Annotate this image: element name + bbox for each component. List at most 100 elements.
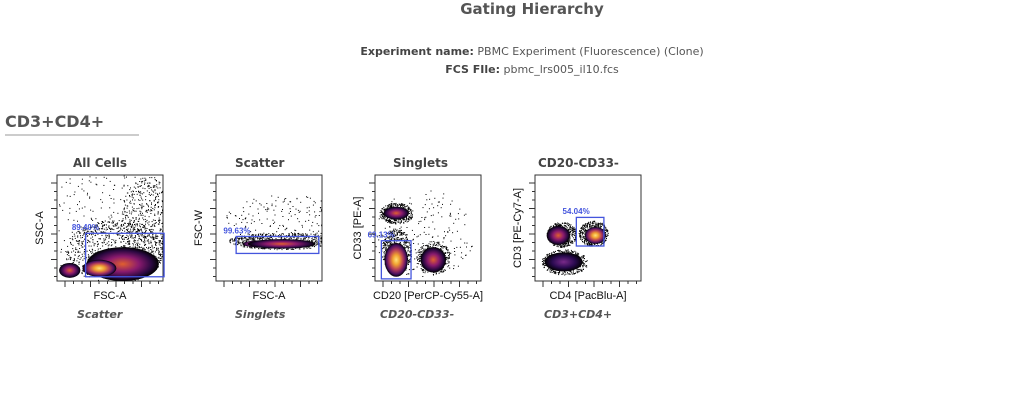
event-dot — [162, 225, 163, 227]
event-dot — [158, 201, 160, 203]
event-dot — [441, 247, 443, 249]
event-dot — [424, 245, 426, 247]
event-dot — [247, 239, 249, 241]
event-dot — [128, 225, 130, 227]
event-dot — [453, 248, 455, 249]
event-dot — [409, 254, 411, 256]
event-dot — [404, 206, 406, 208]
event-dot — [294, 233, 296, 235]
event-dot — [326, 243, 327, 244]
event-dot — [234, 240, 236, 242]
gate-rectangle — [235, 235, 320, 255]
event-dot — [440, 271, 442, 273]
event-dot — [591, 222, 593, 224]
event-dot — [440, 207, 442, 209]
event-dot — [133, 210, 134, 212]
event-dot — [147, 184, 149, 186]
event-dot — [120, 282, 121, 283]
event-dot — [450, 252, 452, 254]
event-dot — [327, 238, 328, 239]
panel-caption-cd20-cd33[interactable]: CD20-CD33- — [380, 308, 455, 321]
event-dot — [242, 207, 244, 209]
event-dot — [409, 247, 411, 248]
event-dot — [321, 242, 322, 244]
event-dot — [443, 270, 445, 272]
event-dot — [558, 245, 560, 246]
event-dot — [146, 190, 148, 192]
event-dot — [427, 246, 429, 248]
event-dot — [166, 234, 167, 235]
event-dot — [86, 194, 88, 196]
event-dot — [320, 235, 322, 237]
event-dot — [113, 202, 115, 204]
event-dot — [263, 206, 265, 208]
event-dot — [299, 233, 301, 235]
event-dot — [176, 196, 177, 197]
panel-caption-singlets[interactable]: Singlets — [235, 308, 286, 321]
event-dot — [76, 232, 78, 234]
event-dot — [107, 280, 109, 281]
event-dot — [331, 242, 332, 243]
event-dot — [61, 248, 62, 250]
event-dot — [158, 252, 160, 253]
event-dot — [146, 209, 148, 211]
event-dot — [165, 202, 166, 203]
event-dot — [570, 224, 572, 226]
event-dot — [410, 203, 412, 205]
event-dot — [152, 190, 154, 192]
event-dot — [82, 255, 84, 257]
event-dot — [277, 227, 279, 229]
event-dot — [305, 238, 306, 240]
event-dot — [146, 203, 148, 205]
event-dot — [381, 216, 383, 218]
event-dot — [71, 231, 73, 233]
event-dot — [427, 271, 429, 273]
event-dot — [231, 239, 233, 241]
event-dot — [80, 237, 82, 239]
event-dot — [81, 188, 83, 190]
event-dot — [290, 215, 292, 217]
event-dot — [399, 238, 401, 240]
event-dot — [95, 225, 97, 227]
event-dot — [272, 238, 273, 240]
event-dot — [269, 235, 271, 237]
event-dot — [399, 228, 401, 230]
event-dot — [407, 241, 409, 243]
event-dot — [261, 248, 263, 249]
event-dot — [253, 239, 255, 241]
event-dot — [169, 235, 170, 236]
event-dot — [142, 223, 144, 225]
event-dot — [229, 241, 231, 243]
event-dot — [122, 238, 124, 240]
event-dot — [407, 249, 409, 251]
event-dot — [448, 261, 450, 263]
event-dot — [408, 219, 409, 221]
event-dot — [110, 227, 112, 229]
event-dot — [123, 185, 125, 187]
event-dot — [557, 224, 559, 226]
event-dot — [126, 199, 128, 201]
event-dot — [320, 241, 322, 243]
event-dot — [115, 239, 117, 241]
event-dot — [145, 231, 146, 233]
event-dot — [420, 220, 422, 222]
event-dot — [242, 219, 244, 221]
event-dot — [407, 273, 409, 275]
event-dot — [129, 189, 131, 191]
event-dot — [453, 265, 455, 267]
event-dot — [253, 198, 255, 200]
panel-caption-scatter[interactable]: Scatter — [77, 308, 123, 321]
event-dot — [108, 236, 110, 238]
panel-caption-cd3-cd4[interactable]: CD3+CD4+ — [544, 308, 613, 321]
event-dot — [389, 203, 391, 205]
event-dot — [321, 245, 322, 247]
event-dot — [437, 243, 439, 245]
event-dot — [559, 225, 561, 227]
event-dot — [547, 230, 549, 232]
event-dot — [549, 226, 551, 228]
event-dot — [407, 209, 409, 211]
event-dot — [251, 239, 253, 241]
event-dot — [127, 185, 129, 187]
event-dot — [154, 189, 156, 191]
event-dot — [438, 242, 440, 244]
